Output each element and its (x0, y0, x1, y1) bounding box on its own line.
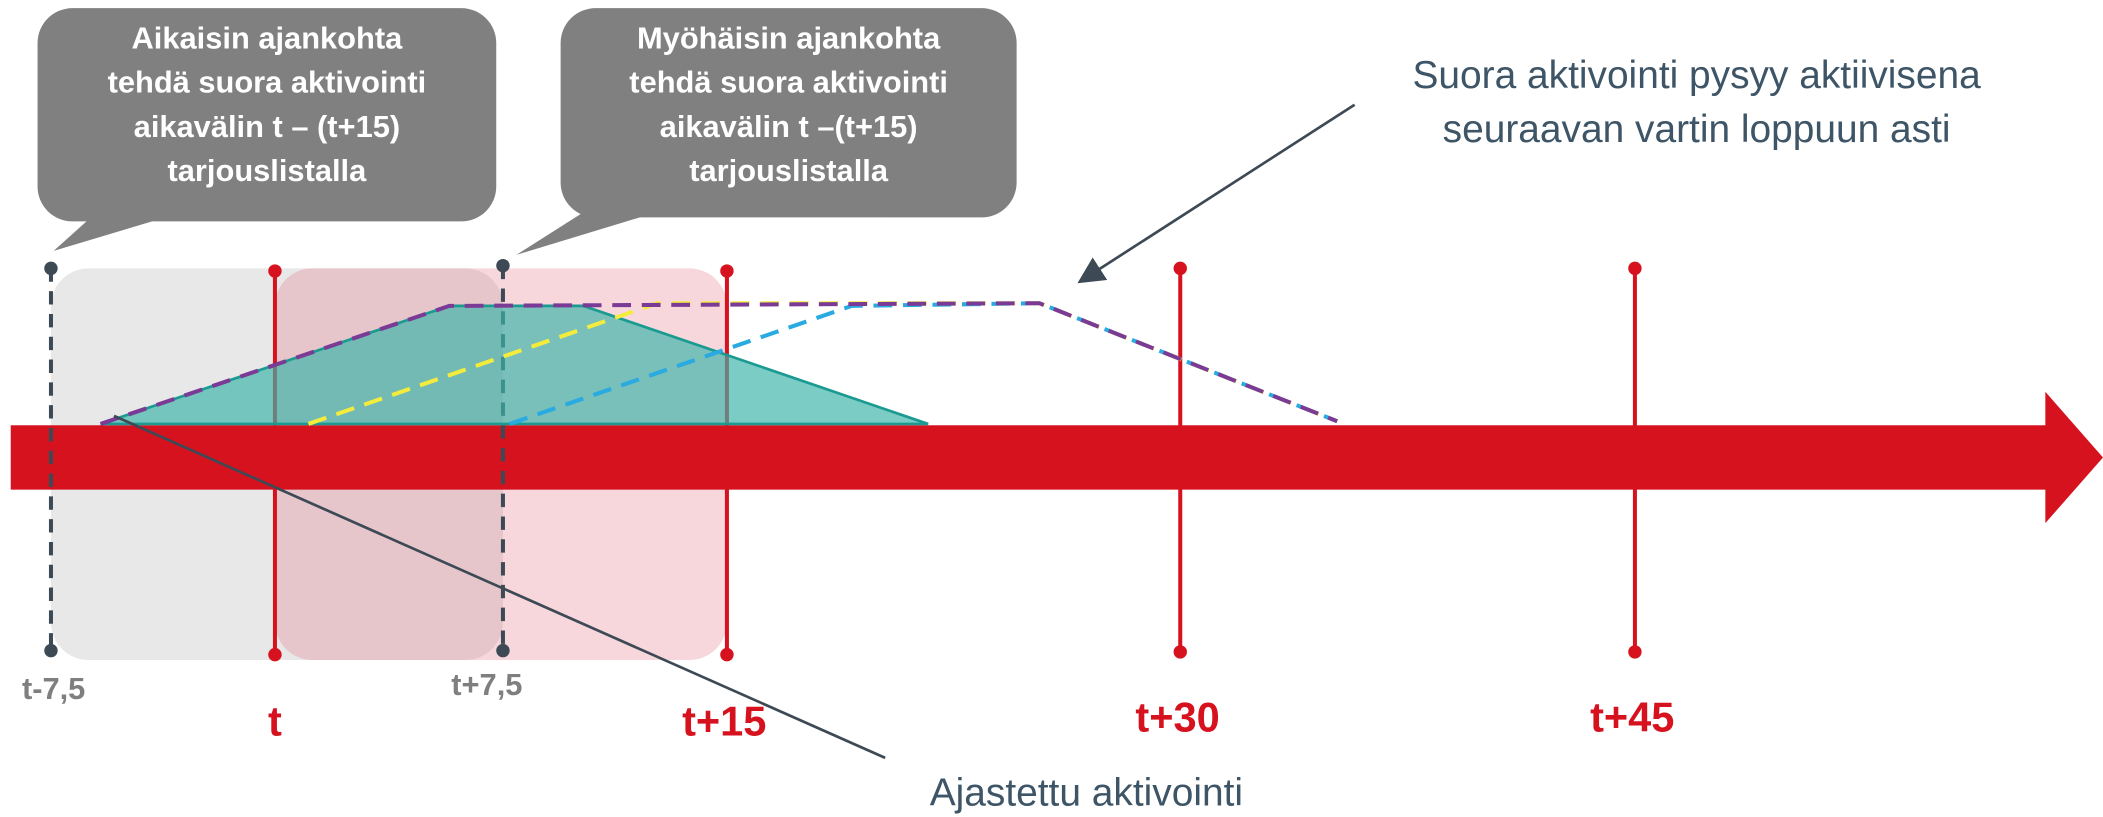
annotation-text: Ajastettu aktivointi (930, 772, 1243, 815)
callout-text: tarjouslistalla (168, 153, 368, 188)
scheduled-pointer (113, 414, 886, 760)
callout-text: aikavälin t –(t+15) (660, 109, 918, 144)
time-label: t+7,5 (451, 667, 522, 702)
mid-profile (307, 301, 1338, 426)
callout-text: Myöhäisin ajankohta (637, 20, 941, 55)
callout-text: tarjouslistalla (689, 153, 889, 188)
time-label: t+30 (1135, 693, 1219, 740)
direct-pointer (1077, 103, 1356, 284)
time-label: t+15 (682, 697, 766, 744)
callout-text: Aikaisin ajankohta (132, 20, 404, 55)
callout-1 (37, 8, 497, 251)
annotation-text: Suora aktivointi pysyy aktiivisena (1412, 54, 1981, 97)
time-lines (44, 258, 1642, 662)
early-profile (99, 301, 1338, 426)
time-label: t+45 (1590, 693, 1674, 740)
callout-text: tehdä suora aktivointi (629, 65, 948, 100)
time-label: t (268, 697, 282, 744)
annotation-text: seuraavan vartin loppuun asti (1443, 108, 1951, 151)
callout-text: aikavälin t – (t+15) (134, 109, 400, 144)
time-axis (10, 391, 2103, 524)
time-label: t-7,5 (22, 671, 85, 706)
callout-text: tehdä suora aktivointi (108, 65, 427, 100)
